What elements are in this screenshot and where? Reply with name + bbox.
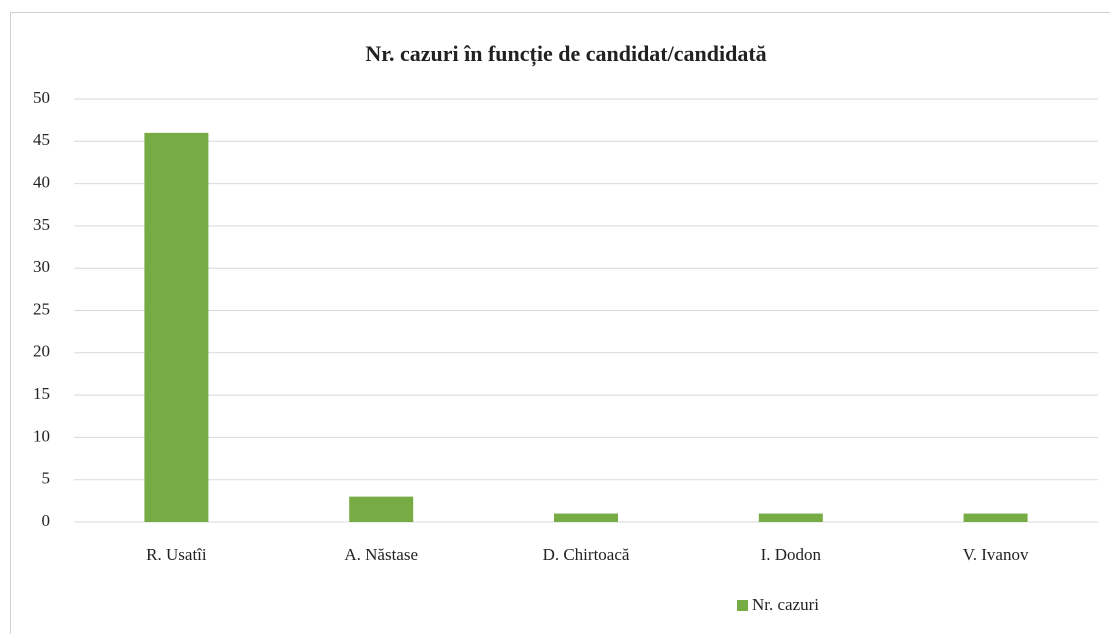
x-tick-label: I. Dodon [761, 545, 822, 564]
y-tick-label: 0 [42, 511, 51, 530]
y-tick-label: 30 [33, 257, 50, 276]
legend-swatch [737, 600, 748, 611]
bar [554, 513, 618, 522]
y-tick-label: 50 [33, 88, 50, 107]
chart-title: Nr. cazuri în funcție de candidat/candid… [365, 41, 766, 67]
y-tick-label: 45 [33, 130, 50, 149]
bar [144, 132, 209, 522]
x-tick-label: D. Chirtoacă [543, 545, 630, 564]
x-tick-label: A. Năstase [344, 545, 418, 564]
y-tick-label: 15 [33, 384, 50, 403]
bar [349, 496, 414, 522]
y-tick-label: 25 [33, 299, 50, 318]
y-tick-label: 35 [33, 215, 50, 234]
y-tick-label: 10 [33, 426, 50, 445]
x-tick-label: V. Ivanov [963, 545, 1029, 564]
bar [963, 513, 1028, 522]
bar [758, 513, 823, 522]
y-tick-label: 40 [33, 173, 50, 192]
y-tick-label: 5 [42, 469, 51, 488]
legend-label: Nr. cazuri [752, 595, 819, 614]
y-tick-label: 20 [33, 342, 50, 361]
x-tick-label: R. Usatîi [146, 545, 207, 564]
